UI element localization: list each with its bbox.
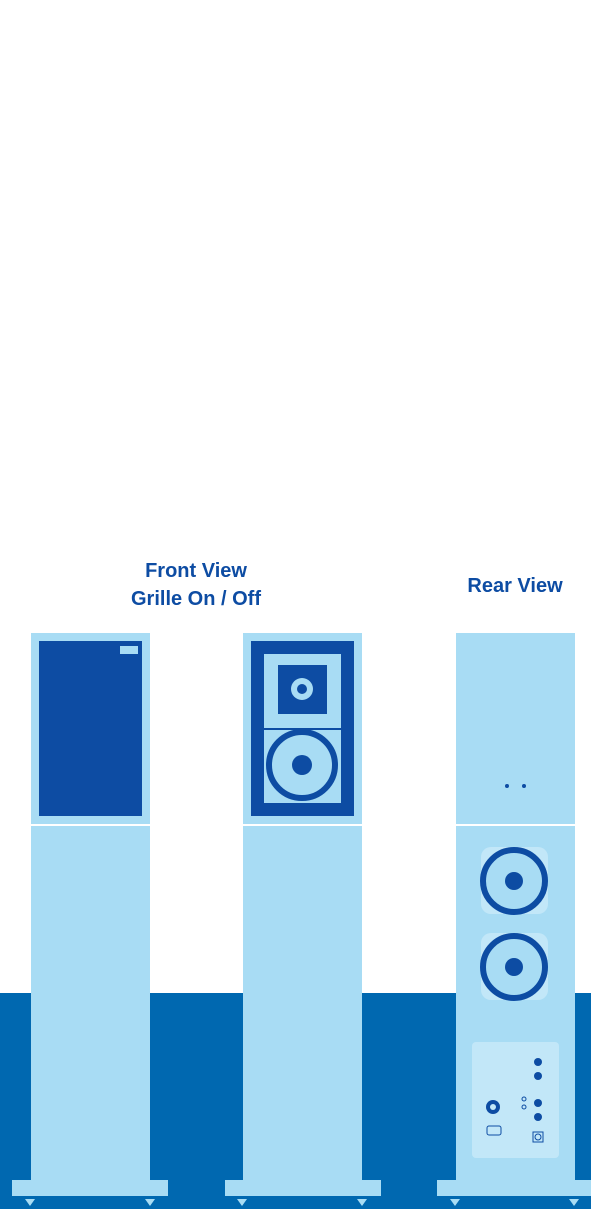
front-subtitle: Grille On / Off: [131, 588, 261, 610]
speaker-rear: [437, 633, 591, 1206]
speaker-grille-on: [12, 633, 168, 1206]
speaker-grille-off: [225, 633, 381, 1206]
front-title: Front View: [145, 560, 247, 582]
rear-title: Rear View: [467, 575, 563, 597]
